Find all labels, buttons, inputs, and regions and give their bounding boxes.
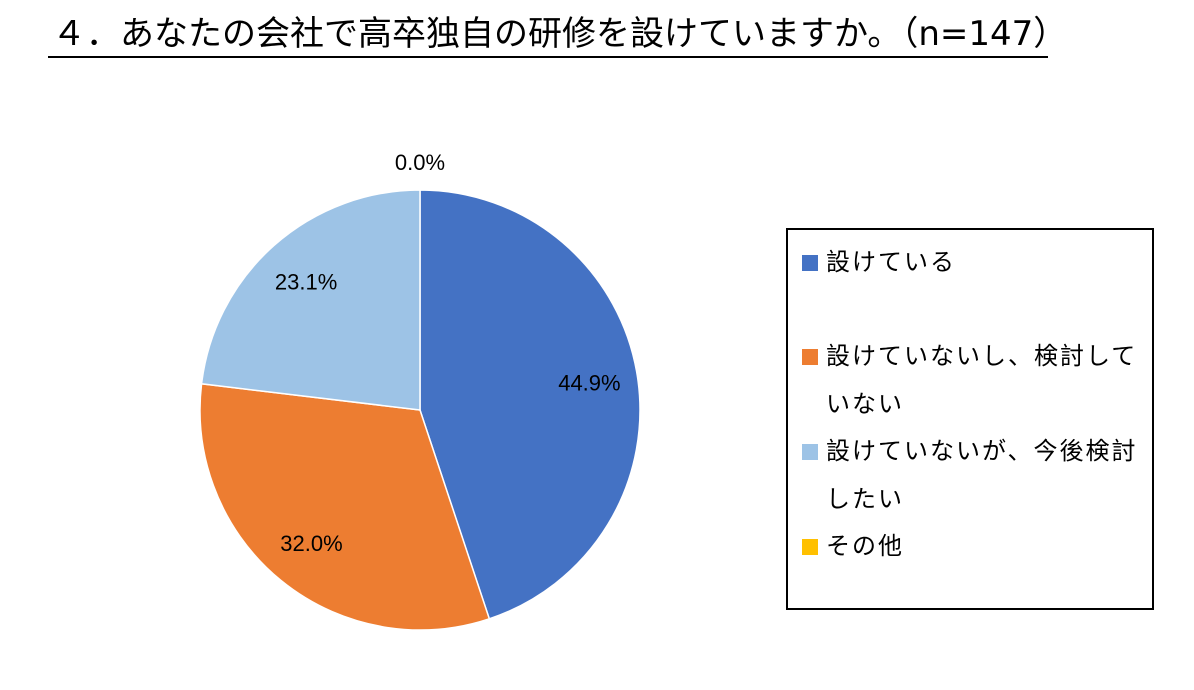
legend: 設けている 設けていないし、検討していない 設けていないが、今後検討したい その… bbox=[786, 228, 1154, 610]
legend-entry-3: 設けていないが、今後検討したい bbox=[802, 427, 1147, 523]
slice-label-4: 0.0% bbox=[395, 150, 445, 175]
legend-label-3: 設けていないが、今後検討したい bbox=[826, 437, 1138, 513]
legend-entry-2: 設けていないし、検討していない bbox=[802, 332, 1147, 428]
legend-swatch-1 bbox=[802, 255, 818, 271]
legend-swatch-3 bbox=[802, 444, 818, 460]
legend-entry-4: その他 bbox=[802, 522, 1147, 570]
legend-label-1: 設けている bbox=[826, 248, 956, 276]
slice-label-2: 32.0% bbox=[280, 531, 342, 556]
pie-slice-2 bbox=[199, 382, 491, 631]
slice-label-1: 44.9% bbox=[558, 371, 620, 396]
legend-label-4: その他 bbox=[826, 532, 904, 560]
pie-slice-1 bbox=[419, 189, 641, 620]
chart-title: ４．あなたの会社で高卒独自の研修を設けていますか。（n=147） bbox=[48, 12, 1067, 58]
legend-swatch-2 bbox=[802, 349, 818, 365]
legend-entry-1: 設けている bbox=[802, 238, 1147, 286]
slice-label-3: 23.1% bbox=[275, 270, 337, 295]
legend-swatch-4 bbox=[802, 539, 818, 555]
pie-slice-3 bbox=[200, 189, 421, 411]
legend-label-2: 設けていないし、検討していない bbox=[826, 342, 1138, 418]
